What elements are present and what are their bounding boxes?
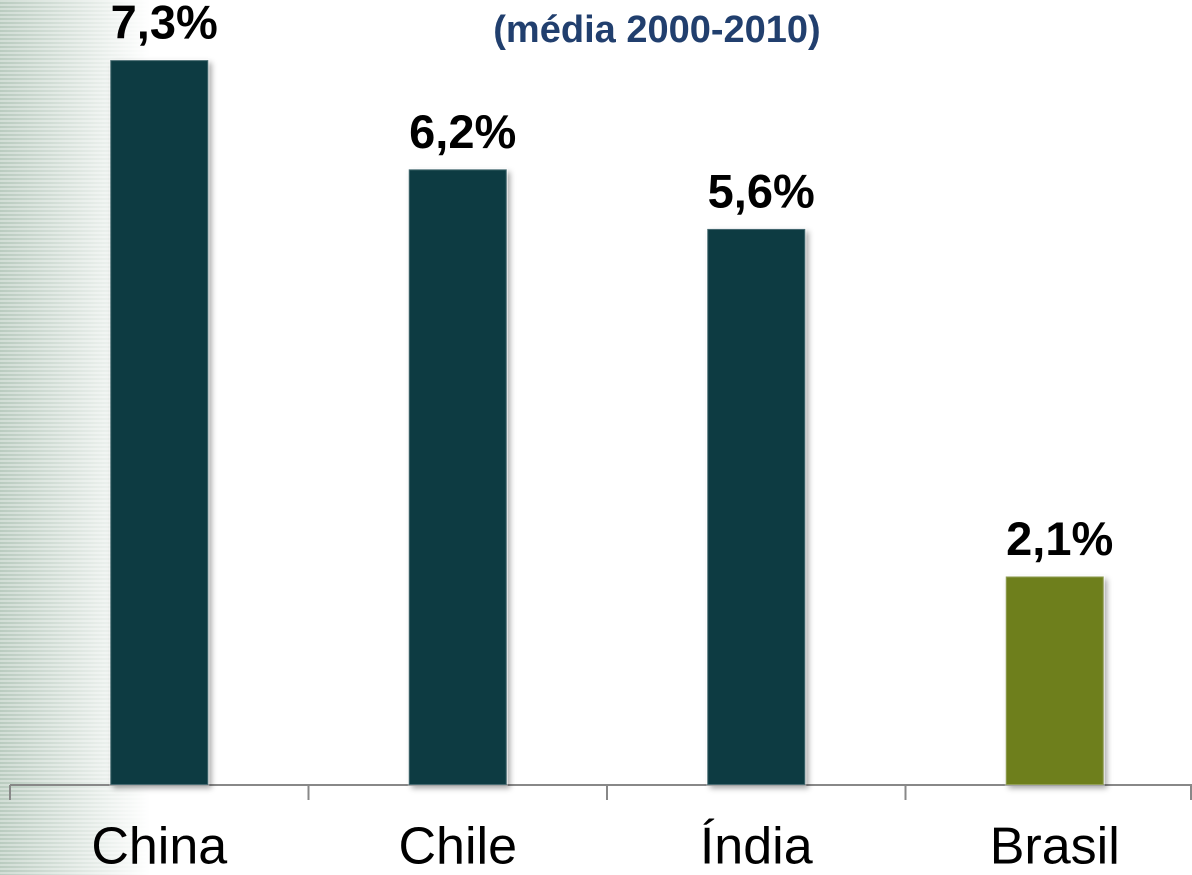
- bar: [407, 168, 508, 786]
- bar: [706, 227, 807, 787]
- value-label: 7,3%: [111, 0, 218, 49]
- bar: [1004, 575, 1105, 786]
- bar: [109, 59, 210, 787]
- value-label: 2,1%: [1006, 512, 1113, 565]
- x-tick-label: Chile: [399, 818, 518, 875]
- chart-subtitle: (média 2000-2010): [493, 9, 820, 51]
- value-label: 6,2%: [409, 105, 516, 158]
- x-tick-label: China: [91, 818, 227, 875]
- x-tick-label: Índia: [700, 818, 813, 875]
- value-label: 5,6%: [708, 164, 815, 217]
- x-tick-label: Brasil: [990, 818, 1120, 875]
